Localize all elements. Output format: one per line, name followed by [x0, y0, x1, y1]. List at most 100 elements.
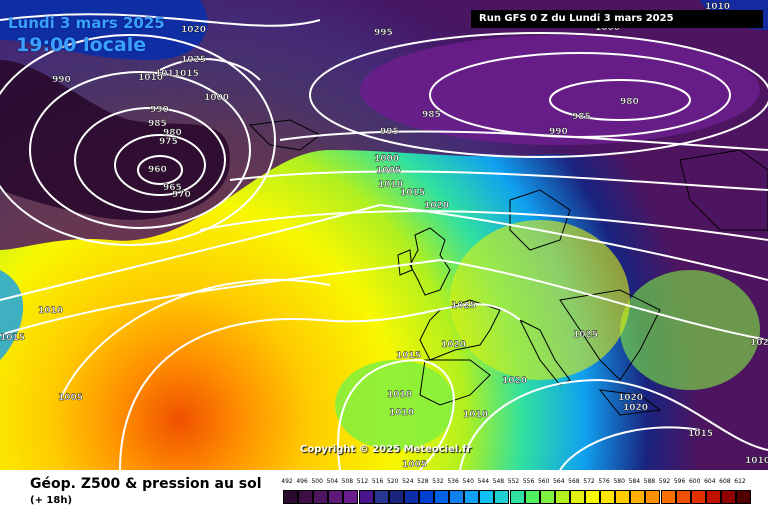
- coastlines: [248, 119, 768, 416]
- scale-color-box: [645, 490, 661, 504]
- isobar-label: 1020: [424, 201, 449, 211]
- legend-footer: Géop. Z500 & pression au sol (+ 18h) 492…: [0, 470, 768, 512]
- scale-tick-label: 548: [492, 478, 505, 485]
- scale-color-box: [675, 490, 691, 504]
- scale-color-box: [615, 490, 631, 504]
- isobar-label: 1005: [402, 460, 427, 470]
- isobar-label: 985: [422, 110, 441, 120]
- isobar-label: 985: [148, 119, 167, 129]
- scale-color-box: [298, 490, 314, 504]
- isobar-label: 102: [750, 338, 768, 348]
- isobar-label: 1010: [387, 390, 412, 400]
- scale-tick-label: 496: [296, 478, 308, 485]
- scale-tick-label: 612: [734, 478, 746, 485]
- scale-tick-label: 604: [704, 478, 716, 485]
- scale-tick-label: 596: [673, 478, 686, 485]
- isobar-label: 960: [148, 165, 167, 175]
- isobar-label: 1010: [463, 410, 488, 420]
- isobar-label: 995: [374, 28, 393, 38]
- scale-color-box: [283, 490, 299, 504]
- isobar-label: 980: [163, 128, 182, 138]
- isobar-label: 1010: [378, 180, 403, 190]
- isobar-labels: 1020 1025 1010 1011015 1000 990 990 985 …: [0, 2, 768, 470]
- isobar-label: 1020: [502, 376, 527, 386]
- scale-tick-label: 588: [643, 478, 656, 485]
- copyright: Copyright © 2025 Meteociel.fr: [300, 444, 472, 455]
- isobar-label: 995: [380, 127, 399, 137]
- scale-tick-label: 492: [281, 478, 293, 485]
- isobar-label: 1010: [389, 408, 414, 418]
- scale-color-box: [585, 490, 601, 504]
- scale-color-box: [705, 490, 721, 504]
- scale-color-box: [660, 490, 676, 504]
- scale-color-box: [539, 490, 555, 504]
- scale-tick-label: 552: [507, 478, 520, 485]
- isobar-label: 1025: [451, 301, 476, 311]
- isobar-label: 990: [150, 105, 169, 115]
- scale-color-box: [313, 490, 329, 504]
- scale-tick-label: 536: [447, 478, 459, 485]
- scale-tick-label: 544: [477, 478, 490, 485]
- isobar-label: 1010: [138, 73, 163, 83]
- forecast-time: 19:00 locale: [16, 34, 147, 56]
- scale-color-box: [388, 490, 404, 504]
- isobar-label: 1020: [618, 393, 643, 403]
- isobar-label: 970: [172, 190, 191, 200]
- scale-color-box: [554, 490, 570, 504]
- isobar-label: 1020: [181, 25, 206, 35]
- isobar-label: 1010: [705, 2, 730, 12]
- scale-tick-label: 520: [386, 478, 399, 485]
- scale-color-box: [720, 490, 736, 504]
- scale-tick-label: 516: [371, 478, 384, 485]
- isobar-label: 985: [572, 112, 591, 122]
- isobar-label: 1000: [595, 23, 620, 33]
- scale-tick-label: 600: [688, 478, 701, 485]
- isobar-label: 1020: [623, 403, 648, 413]
- scale-tick-label: 504: [326, 478, 339, 485]
- run-info: Run GFS 0 Z du Lundi 3 mars 2025: [471, 10, 763, 28]
- isobar-label: 1005: [376, 166, 401, 176]
- isobar-label: 1025: [181, 55, 206, 65]
- legend-title: Géop. Z500 & pression au sol: [30, 476, 262, 492]
- scale-color-box: [343, 490, 359, 504]
- scale-color-box: [358, 490, 374, 504]
- isobar-label: 1005: [58, 393, 83, 403]
- scale-tick-label: 556: [522, 478, 535, 485]
- isobar-label: 1020: [441, 340, 466, 350]
- pressure-map: 1020 1025 1010 1011015 1000 990 990 985 …: [0, 0, 768, 470]
- scale-tick-label: 500: [311, 478, 323, 485]
- scale-tick-label: 540: [462, 478, 474, 485]
- scale-tick-label: 584: [628, 478, 641, 485]
- scale-tick-label: 528: [417, 478, 429, 485]
- scale-color-box: [600, 490, 616, 504]
- isobar-label: 980: [620, 97, 639, 107]
- isobar-label: 1015: [400, 188, 425, 198]
- isobar-label: 1015: [396, 351, 421, 361]
- scale-color-box: [494, 490, 510, 504]
- scale-tick-label: 568: [568, 478, 580, 485]
- scale-color-box: [434, 490, 450, 504]
- isobar-label: 1015: [688, 429, 713, 439]
- scale-tick-label: 592: [658, 478, 671, 485]
- isobar-label: 1011015: [155, 69, 199, 79]
- scale-tick-label: 524: [402, 478, 414, 485]
- color-scale: 492 496 500 504 508 512 516 520 524 528 532 536 540 5…: [281, 478, 752, 510]
- scale-color-box: [328, 490, 344, 504]
- scale-tick-label: 508: [341, 478, 354, 485]
- isobar-label: 1010: [745, 456, 768, 466]
- scale-tick-label: 576: [598, 478, 610, 485]
- scale-tick-label: 512: [356, 478, 369, 485]
- forecast-date: Lundi 3 mars 2025: [8, 14, 165, 32]
- scale-color-box: [449, 490, 465, 504]
- isobar-label: 990: [52, 75, 71, 85]
- scale-tick-label: 608: [719, 478, 731, 485]
- isobar-label: 975: [159, 137, 178, 147]
- isobar-label: 1000: [374, 154, 399, 164]
- isobar-label: 1025: [573, 330, 598, 340]
- scale-color-box: [524, 490, 540, 504]
- scale-tick-label: 572: [583, 478, 595, 485]
- isobars: [0, 13, 768, 470]
- scale-color-box: [569, 490, 585, 504]
- isobar-label: 1010: [38, 306, 63, 316]
